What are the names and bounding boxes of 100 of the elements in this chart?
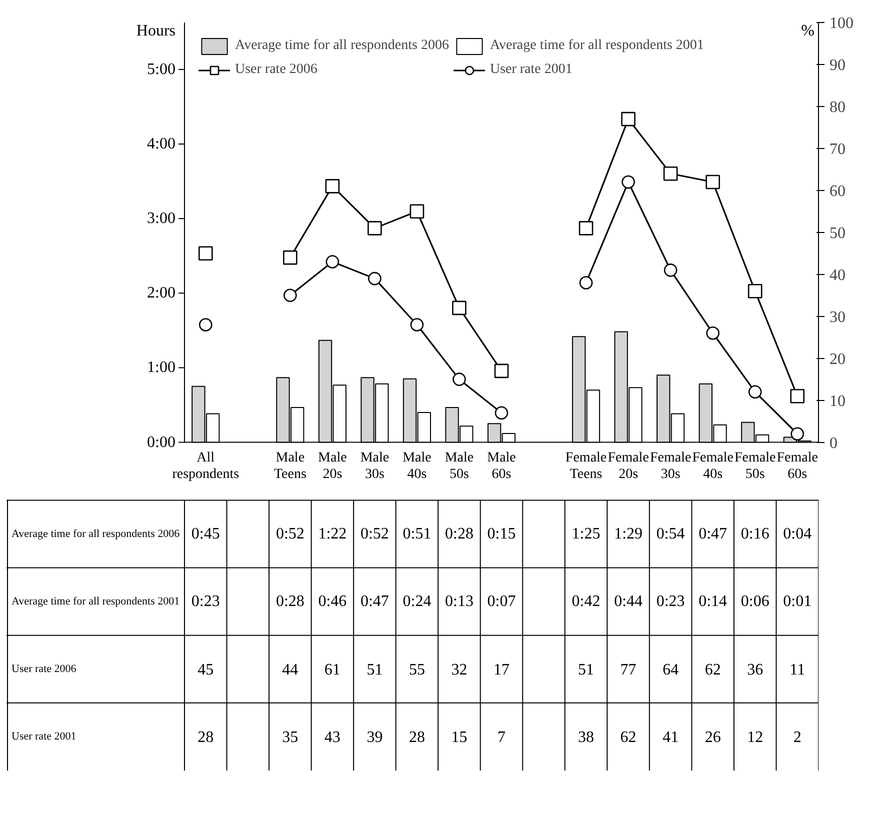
x-tick-label: All respondents [172, 450, 240, 482]
y2-tick-label: 90 [830, 56, 846, 74]
point [494, 406, 508, 420]
point [494, 364, 509, 378]
data-label: 62 [620, 729, 636, 746]
x-tick-label: Female Teens [565, 450, 607, 482]
data-label: 0:54 [656, 526, 685, 543]
y2-tick-label: 60 [830, 182, 846, 200]
y2-tick-label: 0 [830, 434, 838, 452]
point [622, 175, 635, 189]
data-label: 51 [366, 662, 383, 679]
data-label: 11 [790, 662, 806, 679]
legend-label: User rate 2001 [490, 62, 572, 78]
x-tick-label: Female 30s [650, 450, 692, 482]
point [579, 276, 593, 290]
text: Average time for all respondents 2006 [12, 528, 180, 540]
y2-tick-label: 80 [830, 98, 846, 116]
data-label: 28 [408, 729, 425, 746]
data-label: 38 [578, 729, 594, 746]
data-label: 0:23 [656, 593, 685, 610]
y2-tick-label: 20 [830, 350, 846, 368]
point [621, 112, 636, 126]
x-tick-label: Male 60s [487, 450, 516, 482]
x-tick-label: Male 30s [360, 450, 390, 482]
data-label: 64 [662, 662, 679, 679]
y2-axis-title: % [801, 22, 814, 40]
data-label: 43 [324, 729, 340, 746]
data-label: 0:01 [783, 593, 812, 610]
data-label: 0:28 [445, 526, 474, 543]
y2-tick-label: 70 [830, 140, 846, 158]
data-label: 0:46 [318, 593, 347, 610]
data-label: 0:14 [698, 593, 728, 610]
data-label: 0:52 [276, 526, 304, 543]
data-label: 77 [620, 662, 636, 679]
data-label: 0:28 [276, 593, 304, 610]
data-label: 0:51 [402, 526, 432, 543]
data-label: 0:16 [740, 526, 770, 543]
x-tick-label: Female 60s [776, 450, 818, 482]
data-label: 32 [451, 662, 468, 679]
data-label: 0:04 [783, 526, 812, 543]
y2-tick-label: 100 [830, 15, 854, 32]
legend-label: User rate 2006 [235, 62, 318, 78]
point [452, 300, 466, 316]
data-label: 0:44 [614, 593, 643, 610]
data-label: 51 [578, 662, 594, 679]
data-label: 15 [451, 729, 468, 746]
data-label: 0:07 [487, 593, 516, 610]
y2-tick-label: 10 [830, 392, 846, 410]
data-label: 55 [408, 662, 425, 679]
data-label: 1:22 [318, 526, 347, 543]
y-axis-title: Hours [136, 22, 176, 40]
point [368, 221, 382, 236]
point [283, 250, 298, 265]
y2-tick-label: 40 [830, 266, 846, 284]
data-label: 7 [498, 729, 506, 746]
data-label: 1:29 [614, 526, 643, 543]
point [706, 174, 720, 190]
legend-label: Average time for all respondents 2001 [490, 38, 704, 54]
y-tick-label: 5:00 [147, 60, 176, 78]
point [578, 221, 594, 236]
point [706, 326, 720, 340]
data-label: 17 [494, 662, 510, 679]
point [326, 255, 340, 268]
data-label: 45 [198, 662, 214, 679]
x-tick-label: Male Teens [274, 450, 306, 482]
data-label: 39 [366, 729, 383, 746]
point [664, 264, 678, 277]
y-tick-label: 1:00 [147, 359, 176, 376]
data-label: 0:52 [360, 526, 389, 543]
data-label: 0:47 [360, 593, 389, 610]
text: User rate 2006 [12, 663, 76, 676]
text: User rate 2001 [12, 730, 76, 743]
data-label: 0:24 [402, 593, 432, 610]
y-tick-label: 2:00 [147, 284, 176, 302]
legend-label: Average time for all respondents 2006 [235, 38, 449, 54]
point [368, 272, 382, 286]
point [748, 385, 762, 399]
data-label: 36 [747, 662, 764, 679]
y-tick-label: 4:00 [147, 136, 176, 153]
data-label: 61 [324, 662, 340, 679]
x-tick-label: Male 50s [444, 450, 474, 482]
point [790, 427, 804, 441]
x-tick-label: Male 40s [402, 450, 432, 482]
data-label: 0:13 [445, 593, 474, 610]
x-tick-label: Male 20s [318, 450, 347, 482]
point [410, 318, 424, 332]
point [663, 166, 678, 181]
data-label: 12 [747, 729, 764, 746]
point [325, 179, 340, 194]
data-label: 0:15 [487, 526, 516, 543]
data-label: 0:06 [740, 593, 770, 610]
point [790, 388, 805, 404]
data-label: 0:45 [191, 526, 220, 543]
x-tick-label: Female 40s [692, 450, 734, 482]
data-label: 1:25 [572, 526, 600, 543]
y-tick-label: 3:00 [147, 210, 176, 228]
y2-tick-label: 50 [830, 224, 846, 242]
x-tick-label: Female 20s [608, 450, 649, 482]
data-label: 0:23 [191, 593, 220, 610]
data-label: 0:42 [572, 593, 600, 610]
